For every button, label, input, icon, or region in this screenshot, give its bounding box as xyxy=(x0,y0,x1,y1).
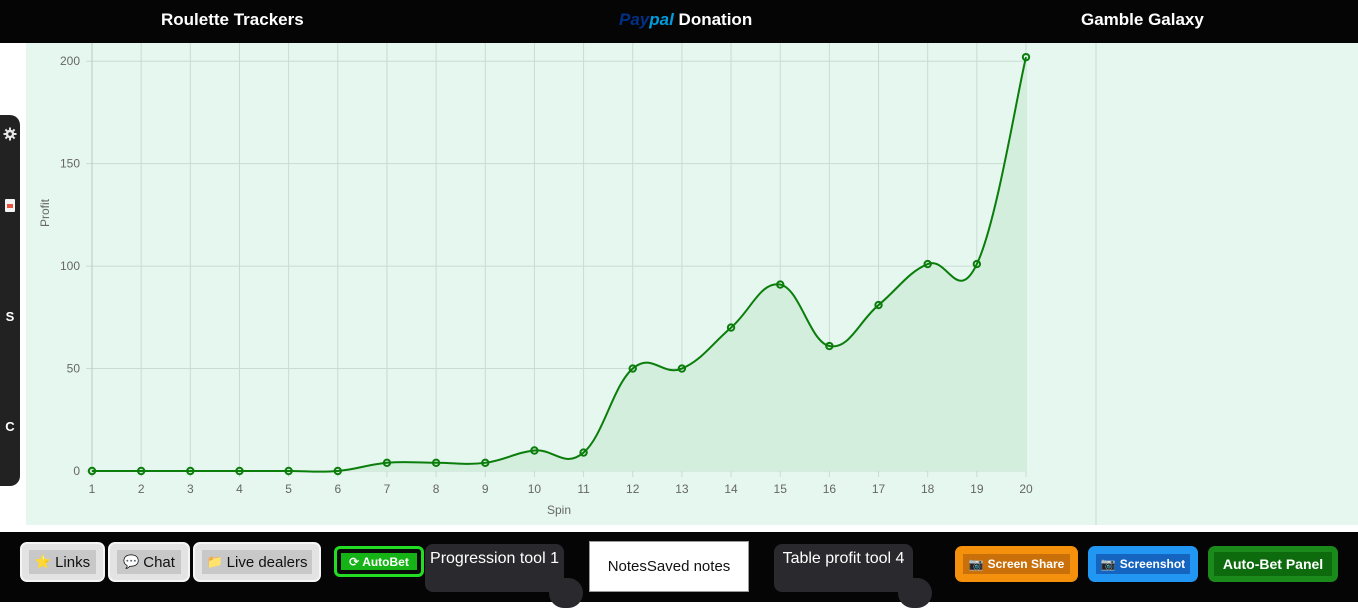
notes-button[interactable]: NotesSaved notes xyxy=(589,541,749,592)
document-icon[interactable] xyxy=(5,199,15,212)
x-tick-label: 2 xyxy=(138,482,145,496)
profit-chart: 0 50 100 150 200 1 2 3 4 5 6 7 8 9 10 11 12 13 14 15 16 17 18… xyxy=(26,43,1358,525)
star-icon: ⭐ xyxy=(34,554,52,569)
nav-roulette-trackers[interactable]: Roulette Trackers xyxy=(161,10,304,29)
screen-share-label: Screen Share xyxy=(987,557,1065,571)
auto-bet-panel-label: Auto-Bet Panel xyxy=(1214,552,1332,576)
autobet-toggle[interactable]: ⟳ AutoBet xyxy=(334,546,424,577)
paypal-logo-pay: Pay xyxy=(619,10,650,29)
x-tick-label: 12 xyxy=(626,482,640,496)
x-tick-label: 6 xyxy=(334,482,341,496)
y-tick-labels: 0 50 100 150 200 xyxy=(60,54,80,478)
x-axis-label: Spin xyxy=(547,503,571,517)
profit-points xyxy=(87,52,1031,476)
screenshot-label: Screenshot xyxy=(1119,557,1186,571)
side-tab-s[interactable]: S xyxy=(5,309,15,324)
data-point xyxy=(923,259,932,269)
x-tick-label: 8 xyxy=(433,482,440,496)
x-tick-label: 1 xyxy=(89,482,96,496)
x-tick-label: 20 xyxy=(1019,482,1033,496)
data-point xyxy=(235,466,244,476)
camera-icon: 📷 xyxy=(968,557,984,571)
chat-button[interactable]: 💬 Chat xyxy=(108,542,190,582)
x-tick-label: 7 xyxy=(384,482,391,496)
nav-paypal-donation[interactable]: Paypal Donation xyxy=(619,10,752,30)
data-point xyxy=(87,466,97,476)
data-point xyxy=(677,364,687,373)
refresh-icon: ⟳ xyxy=(349,554,360,569)
speech-bubble-icon: 💬 xyxy=(123,554,140,569)
x-tick-label: 4 xyxy=(236,482,243,496)
data-point xyxy=(874,300,883,310)
x-tick-label: 11 xyxy=(577,482,590,496)
data-point xyxy=(825,341,834,351)
table-profit-tab-handle[interactable] xyxy=(898,578,932,608)
data-point xyxy=(284,466,293,476)
data-point xyxy=(481,458,490,468)
table-profit-tool-button[interactable]: Table profit tool 4 xyxy=(774,544,913,592)
side-panel: S C xyxy=(0,115,20,486)
y-tick-label: 150 xyxy=(60,157,80,171)
profit-series-line xyxy=(92,56,1027,473)
progression-tool-button[interactable]: Progression tool 1 xyxy=(425,544,564,592)
x-tick-label: 5 xyxy=(285,482,292,496)
data-point xyxy=(579,448,588,457)
live-dealers-button[interactable]: 📁 Live dealers xyxy=(193,542,321,582)
data-point xyxy=(628,364,637,373)
x-tick-label: 9 xyxy=(482,482,489,496)
data-point xyxy=(972,259,982,269)
x-tick-label: 19 xyxy=(970,482,984,496)
screen-share-button[interactable]: 📷 Screen Share xyxy=(955,546,1078,582)
bottom-toolbar: ⭐ Links 💬 Chat 📁 Live dealers ⟳ AutoBet Prog… xyxy=(0,532,1358,608)
autobet-label: AutoBet xyxy=(362,554,409,569)
data-point xyxy=(431,458,441,468)
nav-gamble-galaxy[interactable]: Gamble Galaxy xyxy=(1081,10,1204,29)
data-point xyxy=(530,446,539,455)
data-point xyxy=(136,466,146,476)
x-tick-label: 14 xyxy=(724,482,738,496)
chat-label: Chat xyxy=(143,553,175,571)
paypal-logo-pal: pal xyxy=(649,10,674,29)
x-tick-label: 10 xyxy=(528,482,542,496)
x-tick-label: 3 xyxy=(187,482,194,496)
x-tick-label: 16 xyxy=(823,482,837,496)
y-tick-label: 50 xyxy=(67,362,81,376)
x-tick-label: 18 xyxy=(921,482,935,496)
x-tick-label: 13 xyxy=(675,482,689,496)
live-dealers-label: Live dealers xyxy=(226,553,308,571)
data-point xyxy=(186,466,195,476)
camera-icon: 📷 xyxy=(1100,557,1116,571)
data-point xyxy=(333,466,342,476)
data-point xyxy=(382,458,392,468)
y-tick-label: 100 xyxy=(60,259,80,273)
links-button[interactable]: ⭐ Links xyxy=(20,542,105,582)
x-tick-label: 17 xyxy=(872,482,886,496)
top-nav-bar: Roulette Trackers Paypal Donation Gamble… xyxy=(0,0,1358,43)
folder-icon: 📁 xyxy=(206,554,223,569)
y-tick-label: 200 xyxy=(60,54,80,68)
profit-area-fill xyxy=(92,57,1026,472)
auto-bet-panel-button[interactable]: Auto-Bet Panel xyxy=(1208,546,1338,582)
x-tick-labels: 1 2 3 4 5 6 7 8 9 10 11 12 13 14 15 16 17 18 19 20 xyxy=(89,482,1033,496)
y-axis-label: Profit xyxy=(38,198,52,227)
data-point xyxy=(726,323,736,332)
progression-tab-handle[interactable] xyxy=(549,578,583,608)
data-point xyxy=(776,280,785,289)
gear-icon[interactable] xyxy=(3,127,17,141)
data-point xyxy=(1021,52,1031,62)
links-label: Links xyxy=(55,553,91,571)
y-tick-label: 0 xyxy=(73,464,80,478)
side-tab-c[interactable]: C xyxy=(5,419,15,434)
x-tick-label: 15 xyxy=(774,482,788,496)
screenshot-button[interactable]: 📷 Screenshot xyxy=(1088,546,1198,582)
donation-label: Donation xyxy=(678,10,753,29)
